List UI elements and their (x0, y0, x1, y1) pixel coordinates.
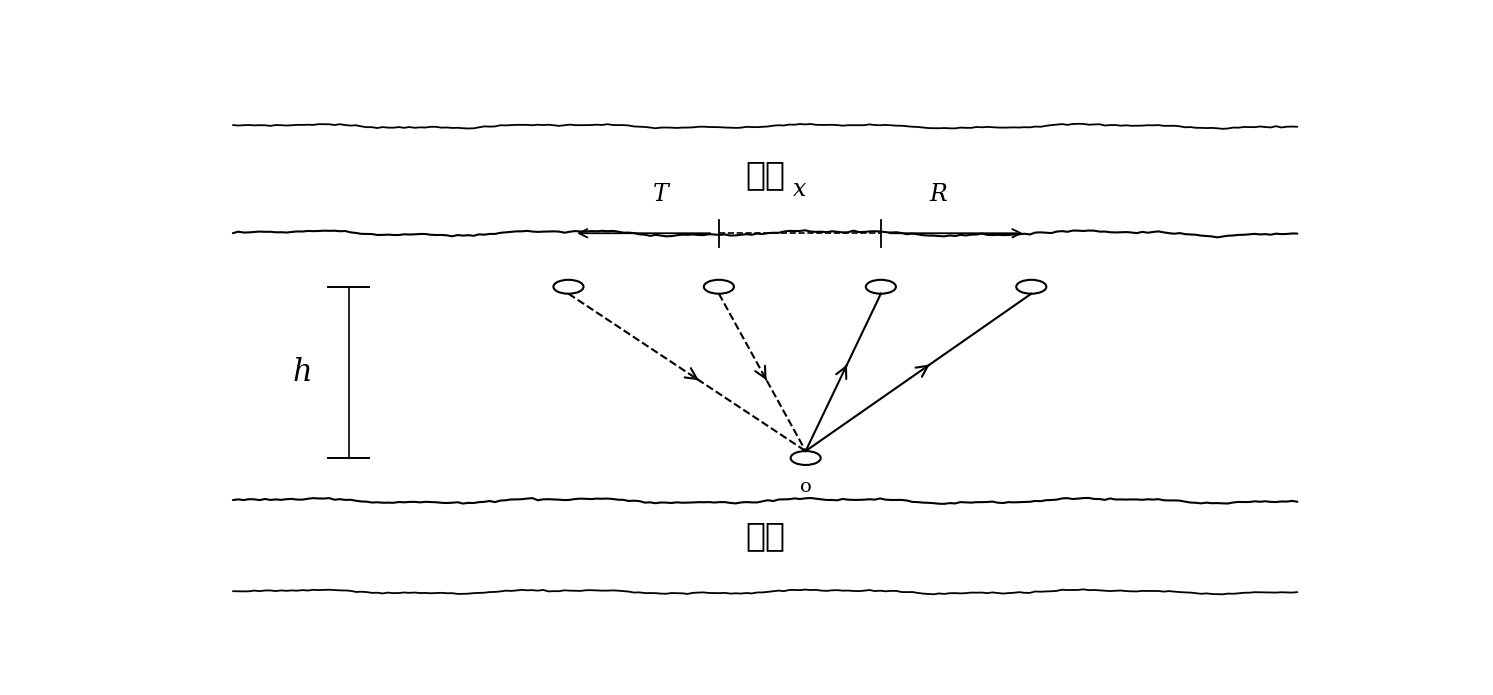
Text: 隙洞: 隙洞 (745, 158, 785, 191)
Text: x: x (793, 178, 806, 201)
Text: T: T (652, 183, 669, 206)
Text: 隙洞: 隙洞 (745, 519, 785, 552)
Text: o: o (800, 478, 812, 496)
Text: h: h (293, 357, 312, 388)
Text: R: R (930, 183, 948, 206)
